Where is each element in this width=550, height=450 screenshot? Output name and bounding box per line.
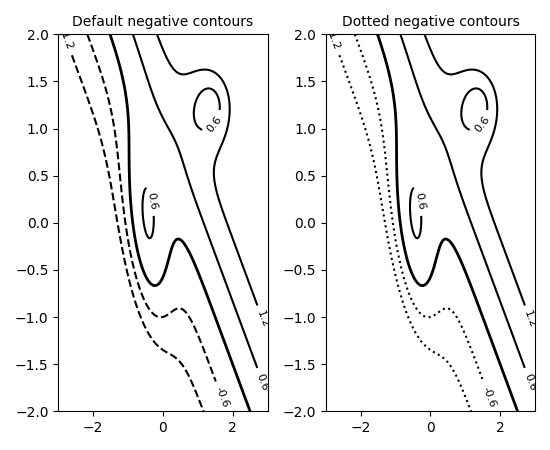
Text: 1.2: 1.2 — [255, 310, 271, 330]
Text: 0.6: 0.6 — [206, 114, 224, 134]
Text: -1.2: -1.2 — [325, 27, 342, 51]
Text: 0.6: 0.6 — [146, 191, 159, 211]
Text: 0.6: 0.6 — [255, 372, 270, 392]
Text: 0.6: 0.6 — [473, 114, 492, 134]
Title: Default negative contours: Default negative contours — [73, 15, 254, 29]
Text: -0.6: -0.6 — [213, 386, 230, 410]
Text: 0.6: 0.6 — [522, 372, 538, 392]
Text: 1.2: 1.2 — [522, 310, 538, 330]
Text: -1.2: -1.2 — [57, 27, 74, 51]
Text: -0.6: -0.6 — [481, 386, 498, 410]
Title: Dotted negative contours: Dotted negative contours — [342, 15, 519, 29]
Text: 0.6: 0.6 — [413, 191, 426, 211]
